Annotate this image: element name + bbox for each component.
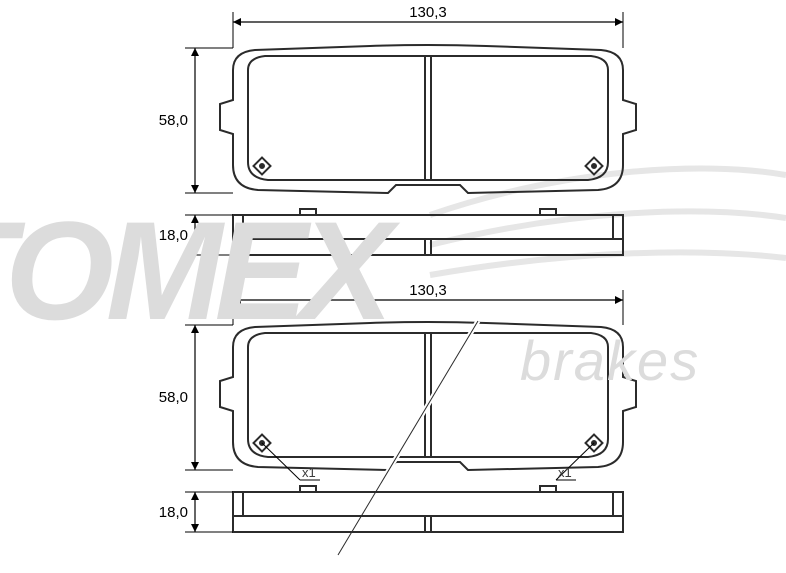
dim-bottom-width: 130,3 [233, 282, 623, 325]
dim-top-width-label: 130,3 [409, 4, 447, 21]
brake-pad-top-edge [233, 209, 623, 255]
dim-bottom-height-label: 58,0 [159, 389, 188, 406]
dim-top-thickness-label: 18,0 [159, 227, 188, 244]
dim-bottom-height: 58,0 [159, 325, 233, 470]
marker-x1-left: x1 [262, 443, 320, 480]
marker-x1-right-label: x1 [558, 465, 572, 480]
dim-bottom-thickness-label: 18,0 [159, 504, 188, 521]
brake-pad-bottom-edge [233, 486, 623, 532]
dim-bottom-thickness: 18,0 [159, 492, 233, 532]
brake-pad-bottom-face [220, 322, 636, 470]
watermark-wing [430, 168, 786, 275]
brake-pad-top-face [220, 45, 636, 193]
marker-x1-left-label: x1 [302, 465, 316, 480]
technical-drawing: 130,3 58,0 [0, 0, 786, 573]
dim-top-thickness: 18,0 [159, 215, 233, 255]
dim-bottom-width-label: 130,3 [409, 282, 447, 299]
wear-indicator-line-outline [338, 321, 478, 555]
dim-top-height: 58,0 [159, 48, 233, 193]
marker-x1-right: x1 [556, 443, 594, 480]
dim-top-height-label: 58,0 [159, 112, 188, 129]
dim-top-width: 130,3 [233, 4, 623, 48]
